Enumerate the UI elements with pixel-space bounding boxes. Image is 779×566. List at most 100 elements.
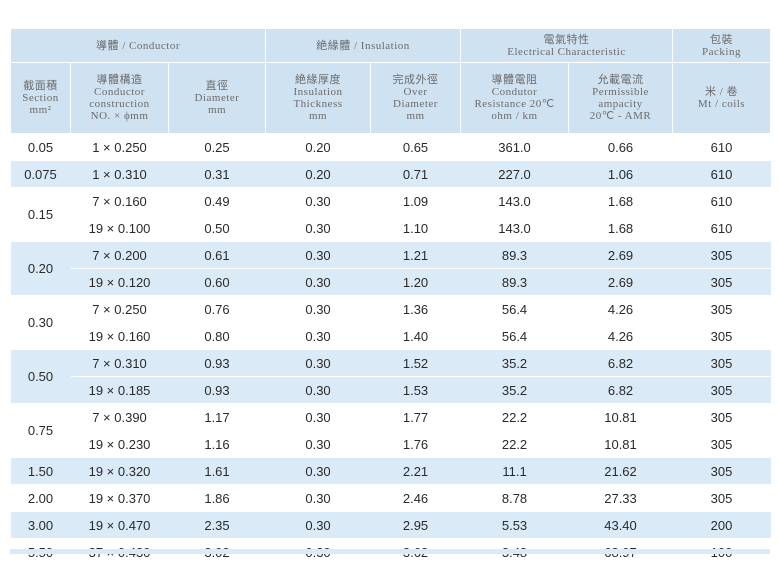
data-cell: 0.71 (370, 160, 461, 188)
header-line: Mt / coils (697, 98, 746, 110)
column-header: 截面積 Section mm² (10, 62, 71, 134)
data-cell: 0.20 (265, 160, 371, 188)
data-row: 0.075 1 × 0.310 0.31 0.20 0.71 227.0 1.06 610 (10, 160, 771, 188)
data-cell: 0.30 (265, 268, 371, 296)
data-cell: 11.1 (460, 457, 569, 485)
column-header: 允載電流 Permissible ampacity 20℃ - AMR (568, 62, 674, 134)
data-row: 0.20 7 × 0.200 0.61 0.30 1.21 89.3 2.69 305 (10, 241, 771, 296)
section-cell: 1.50 (10, 457, 71, 485)
data-cell: 19 × 0.320 (70, 457, 169, 485)
data-cell: 0.31 (168, 160, 266, 188)
header-line: Insulation (293, 86, 343, 98)
header-line: Condutor (491, 86, 538, 98)
data-row: 19 × 0.100 0.50 0.30 1.10 143.0 1.68 610 (11, 214, 771, 242)
data-row: 2.00 19 × 0.370 1.86 0.30 2.46 8.78 27.33 305 (10, 484, 771, 512)
data-cell: 1.86 (168, 484, 266, 512)
header-line: 絶緣厚度 (295, 74, 342, 86)
data-cell: 1.53 (370, 376, 461, 404)
header-line: 完成外徑 (392, 74, 439, 86)
data-row: 3.00 19 × 0.470 2.35 0.30 2.95 5.53 43.40 200 (10, 511, 771, 539)
data-cell: 610 (672, 160, 771, 188)
data-cell: 89.3 (460, 268, 569, 296)
column-header-row: 截面積 Section mm² 導體構造 Conductor construction NO… (10, 62, 772, 134)
data-cell: 1.20 (370, 268, 461, 296)
data-cell: 4.26 (568, 295, 673, 323)
data-cell: 7 × 0.200 (70, 241, 169, 269)
group-header: 絶緣體 / Insulation (265, 28, 462, 63)
data-cell: 0.30 (265, 349, 371, 377)
data-row: 19 × 0.185 0.93 0.30 1.53 35.2 6.82 305 (11, 376, 771, 404)
column-header: 導體構造 Conductor construction NO. × ϕmm (70, 62, 169, 134)
data-cell: 0.30 (265, 376, 371, 404)
header-line: Conductor (94, 86, 145, 98)
data-cell: 0.25 (168, 133, 266, 161)
header-line: ampacity (598, 98, 643, 110)
data-cell: 143.0 (460, 214, 569, 242)
data-cell: 19 × 0.370 (70, 484, 169, 512)
header-line: 絶緣體 / Insulation (316, 39, 410, 52)
data-row: 0.75 7 × 0.390 1.17 0.30 1.77 22.2 10.81 305 (10, 403, 771, 458)
data-cell: 0.30 (265, 430, 371, 458)
data-row: 0.05 1 × 0.250 0.25 0.20 0.65 361.0 0.66 610 (10, 133, 771, 161)
data-cell: 2.35 (168, 511, 266, 539)
data-cell: 0.30 (265, 403, 371, 431)
data-cell: 10.81 (568, 430, 673, 458)
data-cell: 1.77 (370, 403, 461, 431)
header-line: 電氣特性 (543, 33, 590, 46)
data-cell: 305 (672, 268, 771, 296)
data-cell: 305 (672, 403, 771, 431)
data-cell: 0.60 (168, 268, 266, 296)
data-cell: 0.30 (265, 484, 371, 512)
section-cell: 0.05 (10, 133, 71, 161)
data-cell: 0.76 (168, 295, 266, 323)
section-cell: 3.00 (10, 511, 71, 539)
data-cell: 6.82 (568, 376, 673, 404)
data-cell: 35.2 (460, 349, 569, 377)
data-cell: 0.93 (168, 349, 266, 377)
header-line: 截面積 (23, 80, 58, 92)
data-cell: 0.30 (265, 511, 371, 539)
data-cell: 5.53 (460, 511, 569, 539)
data-cell: 4.26 (568, 322, 673, 350)
data-cell: 1.09 (370, 187, 461, 215)
header-line: Over (403, 86, 428, 98)
data-cell: 305 (672, 322, 771, 350)
data-cell: 19 × 0.100 (70, 214, 169, 242)
header-group-row: 導體 / Conductor 絶緣體 / Insulation 電氣特性 Electr… (9, 28, 772, 63)
data-row: 19 × 0.160 0.80 0.30 1.40 56.4 4.26 305 (11, 322, 771, 350)
data-cell: 0.20 (265, 133, 371, 161)
header-line: ohm / km (491, 110, 538, 122)
data-cell: 0.30 (265, 241, 371, 269)
data-cell: 2.69 (568, 241, 673, 269)
header-line: 導體構造 (96, 74, 143, 86)
section-cell: 0.30 (10, 295, 71, 350)
header-line: Diameter (194, 92, 240, 104)
data-row: 19 × 0.230 1.16 0.30 1.76 22.2 10.81 305 (11, 430, 771, 458)
data-cell: 56.4 (460, 295, 569, 323)
data-cell: 56.4 (460, 322, 569, 350)
data-cell: 89.3 (460, 241, 569, 269)
header-line: 導體電阻 (491, 74, 538, 86)
header-line: Thickness (293, 98, 343, 110)
data-cell: 0.80 (168, 322, 266, 350)
column-header: 導體電阻 Condutor Resistance 20℃ ohm / km (460, 62, 570, 134)
data-cell: 7 × 0.250 (70, 295, 169, 323)
header-line: NO. × ϕmm (90, 110, 149, 122)
data-cell: 227.0 (460, 160, 569, 188)
data-cell: 0.30 (265, 214, 371, 242)
group-header: 包裝 Packing (672, 28, 772, 63)
header-line: Diameter (393, 98, 438, 110)
data-cell: 305 (672, 457, 771, 485)
data-cell: 10.81 (568, 403, 673, 431)
data-cell: 1.68 (568, 214, 673, 242)
column-header: 直徑 Diameter mm (167, 62, 267, 134)
data-cell: 0.65 (370, 133, 461, 161)
data-cell: 22.2 (460, 403, 569, 431)
data-cell: 1.61 (168, 457, 266, 485)
data-cell: 0.93 (168, 376, 266, 404)
data-cell: 7 × 0.390 (70, 403, 169, 431)
data-cell: 1 × 0.310 (70, 160, 169, 188)
data-cell: 6.82 (568, 349, 673, 377)
column-header: 米 / 卷 Mt / coils (672, 62, 772, 134)
data-cell: 8.78 (460, 484, 569, 512)
